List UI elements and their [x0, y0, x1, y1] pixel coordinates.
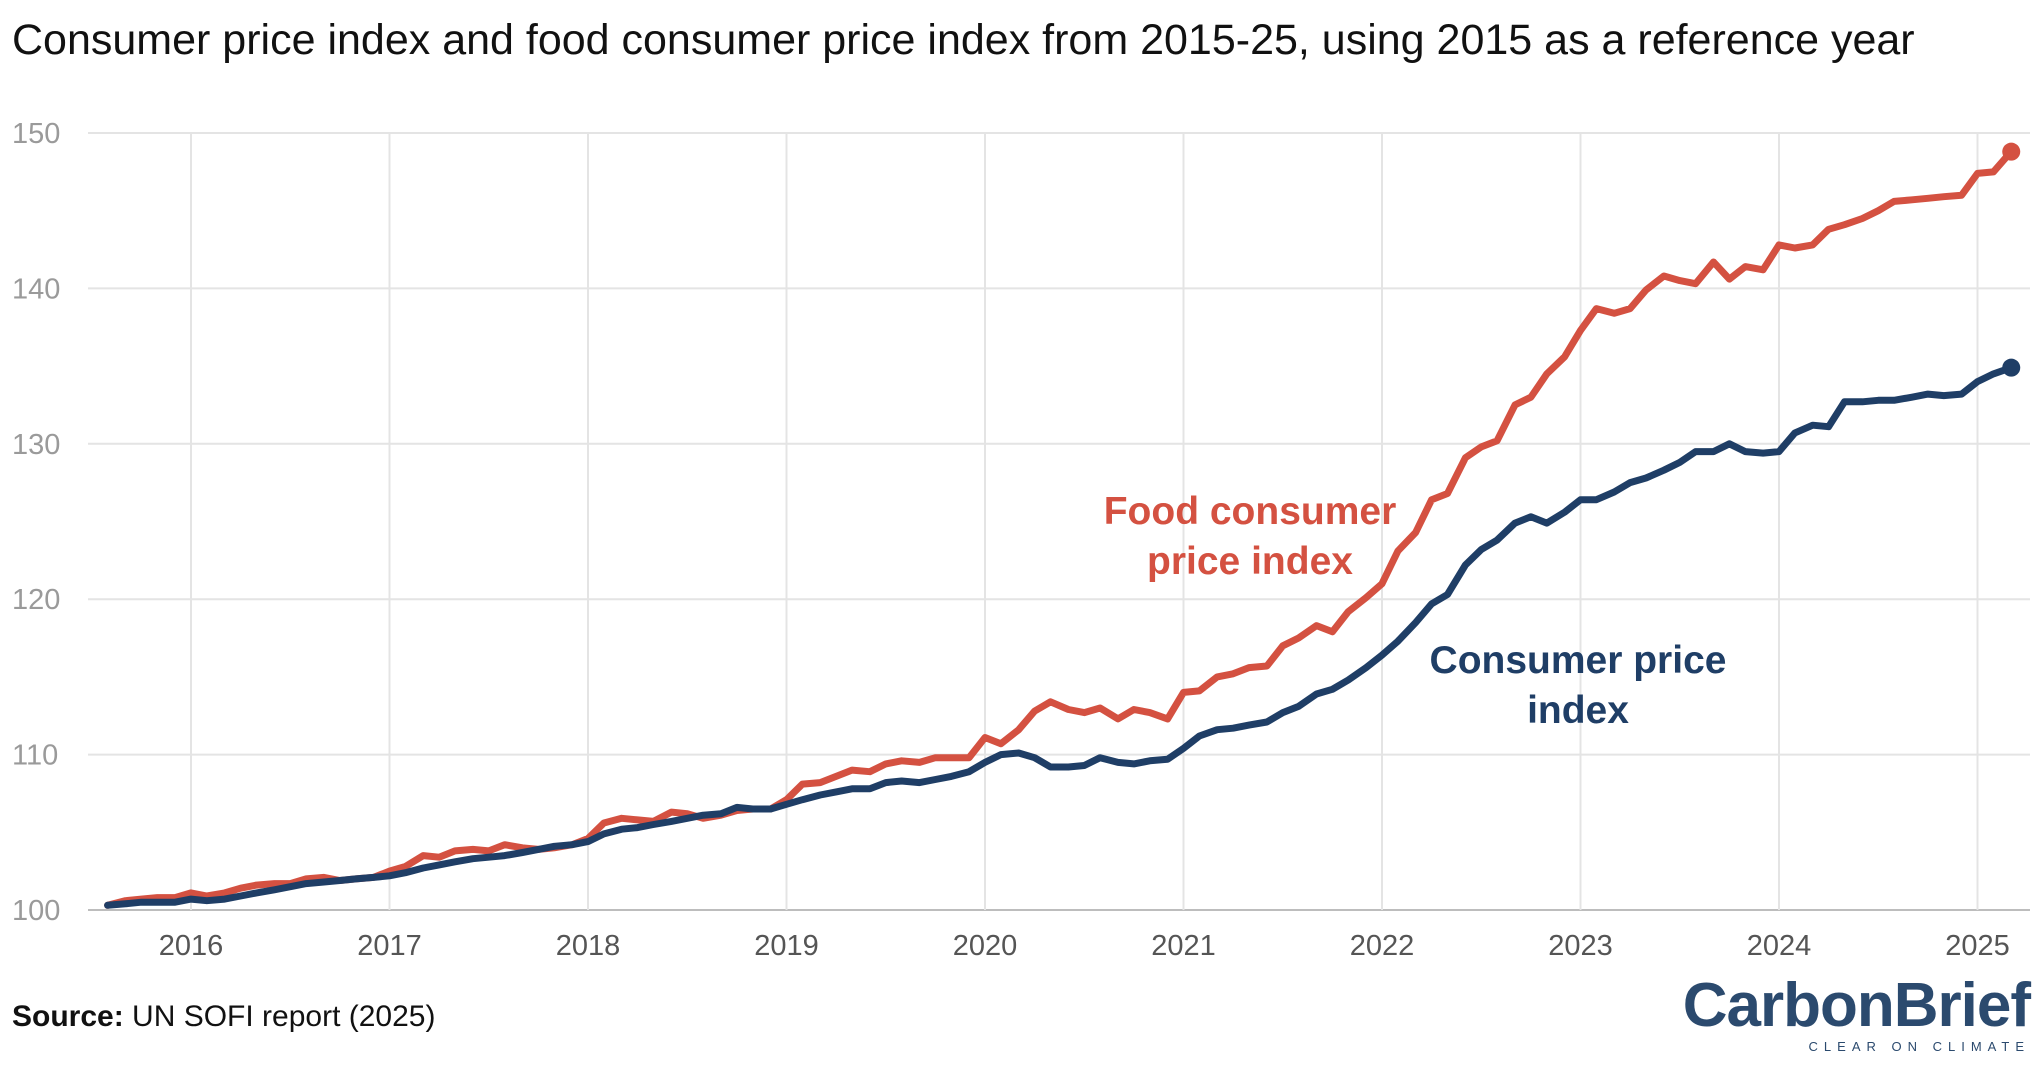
x-tick-label-2021: 2021 [1151, 930, 1216, 962]
y-tick-label-110: 110 [12, 740, 58, 772]
food-cpi-label-line-1: Food consumer [1104, 490, 1397, 533]
series-labels: Food consumer price index Consumer price in… [1104, 490, 1727, 732]
x-axis-ticks: 2016 2017 2018 2019 2020 2021 2022 2023 2024 2025 [159, 930, 2010, 962]
x-tick-label-2018: 2018 [556, 930, 621, 962]
x-tick-label-2024: 2024 [1747, 930, 1812, 962]
gridlines [88, 132, 2030, 911]
food-cpi-line [104, 148, 2015, 909]
x-tick-label-2020: 2020 [953, 930, 1018, 962]
y-tick-label-120: 120 [12, 584, 60, 616]
carbonbrief-logo: CarbonBrief CLEAR ON CLIMATE [1682, 971, 2031, 1055]
y-tick-label-150: 150 [12, 118, 60, 150]
x-tick-label-2025: 2025 [1945, 930, 2010, 962]
cpi-label-line-2: index [1527, 689, 1629, 732]
logo-tagline: CLEAR ON CLIMATE [1808, 1039, 2030, 1054]
source-text: UN SOFI report (2025) [123, 1000, 436, 1033]
food-cpi-label-line-2: price index [1147, 540, 1353, 583]
y-axis-ticks: 100 110 120 130 140 150 [12, 118, 60, 927]
y-tick-label-130: 130 [12, 429, 60, 461]
x-tick-label-2019: 2019 [754, 930, 819, 962]
x-tick-label-2017: 2017 [357, 930, 422, 962]
logo-wordmark: CarbonBrief [1682, 971, 2031, 1040]
series-lines [104, 142, 2021, 909]
x-tick-label-2016: 2016 [159, 930, 224, 962]
cpi-label-line-1: Consumer price [1430, 639, 1727, 682]
source-note: Source: UN SOFI report (2025) [12, 1000, 435, 1034]
y-tick-label-100: 100 [12, 895, 60, 927]
source-label: Source: [12, 1000, 124, 1033]
y-tick-label-140: 140 [12, 273, 60, 305]
chart-title: Consumer price index and food consumer p… [12, 16, 1915, 64]
x-tick-label-2023: 2023 [1548, 930, 1613, 962]
food-cpi-end-marker [2002, 142, 2021, 161]
cpi-end-marker [2002, 358, 2021, 377]
x-tick-label-2022: 2022 [1350, 930, 1415, 962]
cpi-line [104, 364, 2015, 909]
